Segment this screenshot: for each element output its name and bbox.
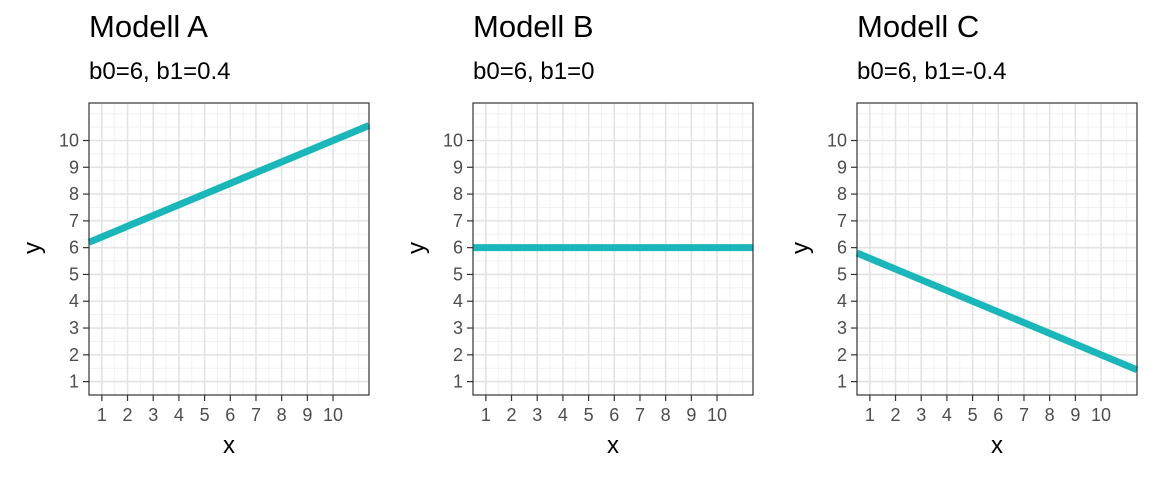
y-tick-label: 10 <box>443 131 463 151</box>
x-tick-label: 7 <box>251 405 261 425</box>
panel-modell-b: Modell B b0=6, b1=0 1 2 3 4 5 6 7 8 9 10 1 2 3 4 5 6 7 8 9… <box>384 0 768 480</box>
x-tick-label: 1 <box>97 405 107 425</box>
y-tick-label: 8 <box>69 184 79 204</box>
y-tick-label: 9 <box>837 157 847 177</box>
plot-border <box>88 102 370 396</box>
y-tick-label: 10 <box>827 131 847 151</box>
x-tick-label: 6 <box>993 405 1003 425</box>
chart-subtitle: b0=6, b1=-0.4 <box>857 58 1007 85</box>
x-axis-label: x <box>223 432 235 459</box>
x-tick-label: 4 <box>942 405 952 425</box>
y-tick-label: 6 <box>453 238 463 258</box>
x-tick-label: 7 <box>635 405 645 425</box>
x-tick-label: 4 <box>558 405 568 425</box>
x-axis-label: x <box>991 432 1003 459</box>
x-tick-label: 6 <box>609 405 619 425</box>
y-tick-label: 9 <box>453 157 463 177</box>
x-tick-label: 3 <box>148 405 158 425</box>
y-axis-label: y <box>403 242 430 254</box>
chart-title: Modell A <box>89 9 208 44</box>
y-tick-label: 7 <box>453 211 463 231</box>
y-tick-label: 4 <box>837 291 847 311</box>
x-tick-label: 8 <box>1045 405 1055 425</box>
y-tick-label: 3 <box>837 318 847 338</box>
y-axis-label: y <box>787 242 814 254</box>
y-tick-label: 7 <box>69 211 79 231</box>
y-tick-label: 2 <box>837 345 847 365</box>
x-tick-label: 8 <box>277 405 287 425</box>
x-tick-label: 1 <box>865 405 875 425</box>
x-tick-label: 5 <box>968 405 978 425</box>
y-tick-label: 8 <box>837 184 847 204</box>
x-tick-label: 5 <box>200 405 210 425</box>
y-tick-label: 1 <box>453 372 463 392</box>
y-tick-label: 2 <box>69 345 79 365</box>
chart-title: Modell C <box>857 9 980 44</box>
x-tick-label: 3 <box>916 405 926 425</box>
x-tick-label: 10 <box>323 405 343 425</box>
plot-border <box>856 102 1138 396</box>
x-tick-label: 9 <box>686 405 696 425</box>
x-tick-label: 10 <box>707 405 727 425</box>
x-tick-label: 2 <box>507 405 517 425</box>
y-tick-label: 3 <box>453 318 463 338</box>
y-tick-label: 9 <box>69 157 79 177</box>
x-tick-label: 2 <box>123 405 133 425</box>
y-tick-label: 5 <box>837 264 847 284</box>
y-tick-label: 6 <box>837 238 847 258</box>
y-tick-label: 7 <box>837 211 847 231</box>
chart-subtitle: b0=6, b1=0 <box>473 58 595 85</box>
x-axis-label: x <box>607 432 619 459</box>
x-tick-label: 6 <box>225 405 235 425</box>
regression-line <box>87 122 371 246</box>
y-tick-label: 5 <box>453 264 463 284</box>
x-tick-label: 9 <box>302 405 312 425</box>
y-tick-label: 2 <box>453 345 463 365</box>
y-axis-label: y <box>19 242 46 254</box>
y-tick-label: 4 <box>69 291 79 311</box>
panel-modell-c: Modell C b0=6, b1=-0.4 1 2 3 4 5 6 7 8 9 10 1 2 3 4 5 6… <box>768 0 1152 480</box>
y-tick-label: 1 <box>837 372 847 392</box>
x-tick-label: 1 <box>481 405 491 425</box>
chart-title: Modell B <box>473 9 594 44</box>
y-tick-label: 10 <box>59 131 79 151</box>
y-tick-label: 8 <box>453 184 463 204</box>
panel-modell-a: Modell A b0=6, b1=0.4 1 2 3 4 5 6 7 8 9 10 1 2 3 4 5 6 7… <box>0 0 384 480</box>
y-tick-label: 1 <box>69 372 79 392</box>
y-tick-label: 5 <box>69 264 79 284</box>
y-tick-label: 4 <box>453 291 463 311</box>
y-tick-label: 3 <box>69 318 79 338</box>
x-tick-label: 9 <box>1070 405 1080 425</box>
x-tick-label: 2 <box>891 405 901 425</box>
regression-line <box>855 249 1139 374</box>
x-tick-label: 3 <box>532 405 542 425</box>
x-tick-label: 10 <box>1091 405 1111 425</box>
x-tick-label: 7 <box>1019 405 1029 425</box>
x-tick-label: 8 <box>661 405 671 425</box>
plot-border <box>472 102 754 396</box>
chart-subtitle: b0=6, b1=0.4 <box>89 58 231 85</box>
y-tick-label: 6 <box>69 238 79 258</box>
x-tick-label: 4 <box>174 405 184 425</box>
x-tick-label: 5 <box>584 405 594 425</box>
